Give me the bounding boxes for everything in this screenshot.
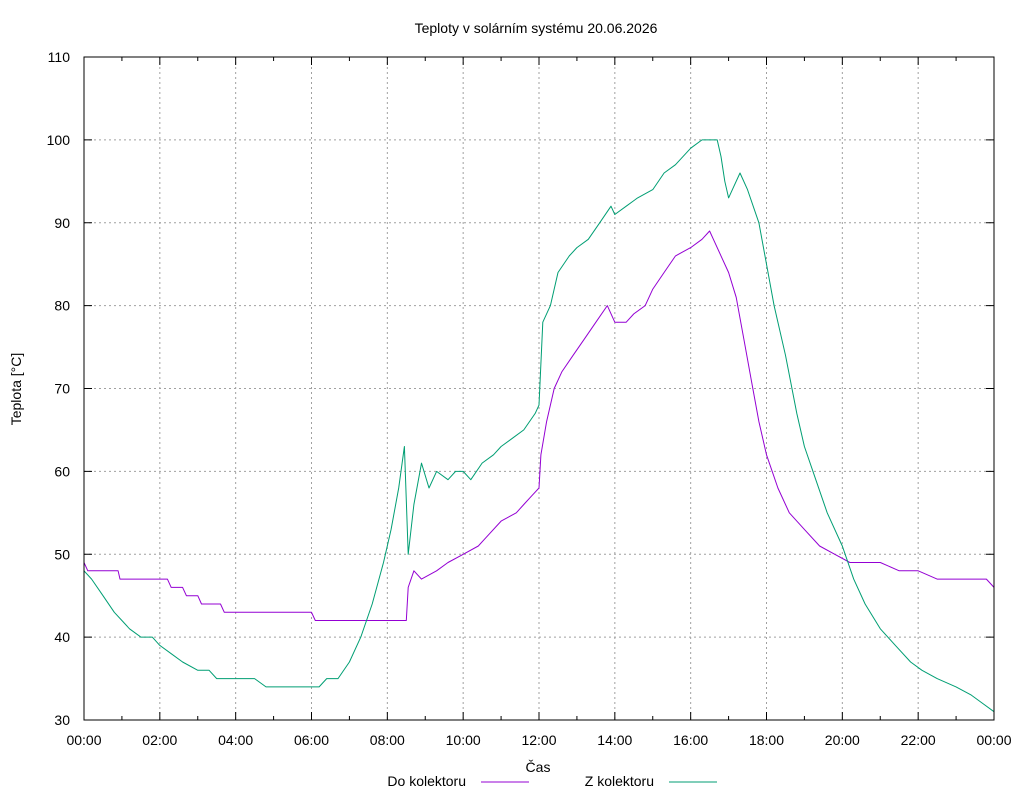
x-tick-label: 10:00 bbox=[446, 732, 481, 748]
y-tick-label: 110 bbox=[48, 49, 71, 65]
ticks: 30 40 50 60 70 80 90 100 110 00:00 02:00 04:00 06:00… bbox=[47, 49, 1012, 748]
legend-label-z-kolektoru: Z kolektoru bbox=[585, 773, 654, 789]
chart-title: Teploty v solárním systému 20.06.2026 bbox=[415, 20, 658, 36]
x-tick-label: 18:00 bbox=[749, 732, 784, 748]
series-layer bbox=[83, 139, 995, 713]
x-tick-label: 00:00 bbox=[976, 732, 1011, 748]
x-tick-label: 04:00 bbox=[218, 732, 253, 748]
y-tick-label: 80 bbox=[54, 298, 70, 314]
y-tick-label: 60 bbox=[54, 463, 70, 479]
x-tick-label: 06:00 bbox=[294, 732, 329, 748]
y-tick-label: 50 bbox=[54, 546, 70, 562]
series-line-do-kolektoru bbox=[83, 230, 995, 621]
x-axis-label: Čas bbox=[526, 759, 551, 775]
grid bbox=[84, 57, 994, 720]
y-tick-label: 100 bbox=[47, 132, 71, 148]
y-tick-label: 40 bbox=[54, 629, 70, 645]
x-tick-label: 12:00 bbox=[521, 732, 556, 748]
x-tick-label: 08:00 bbox=[370, 732, 405, 748]
x-tick-label: 22:00 bbox=[901, 732, 936, 748]
y-tick-label: 70 bbox=[54, 381, 70, 397]
y-tick-label: 30 bbox=[54, 712, 70, 728]
series-line-z-kolektoru bbox=[83, 139, 995, 713]
x-tick-label: 16:00 bbox=[673, 732, 708, 748]
y-tick-label: 90 bbox=[54, 215, 70, 231]
x-tick-label: 14:00 bbox=[597, 732, 632, 748]
legend: Do kolektoru Z kolektoru bbox=[387, 773, 717, 789]
x-tick-label: 20:00 bbox=[825, 732, 860, 748]
legend-label-do-kolektoru: Do kolektoru bbox=[387, 773, 466, 789]
x-tick-label: 02:00 bbox=[142, 732, 177, 748]
y-axis-label: Teplota [°C] bbox=[8, 353, 24, 426]
x-tick-label: 00:00 bbox=[66, 732, 101, 748]
